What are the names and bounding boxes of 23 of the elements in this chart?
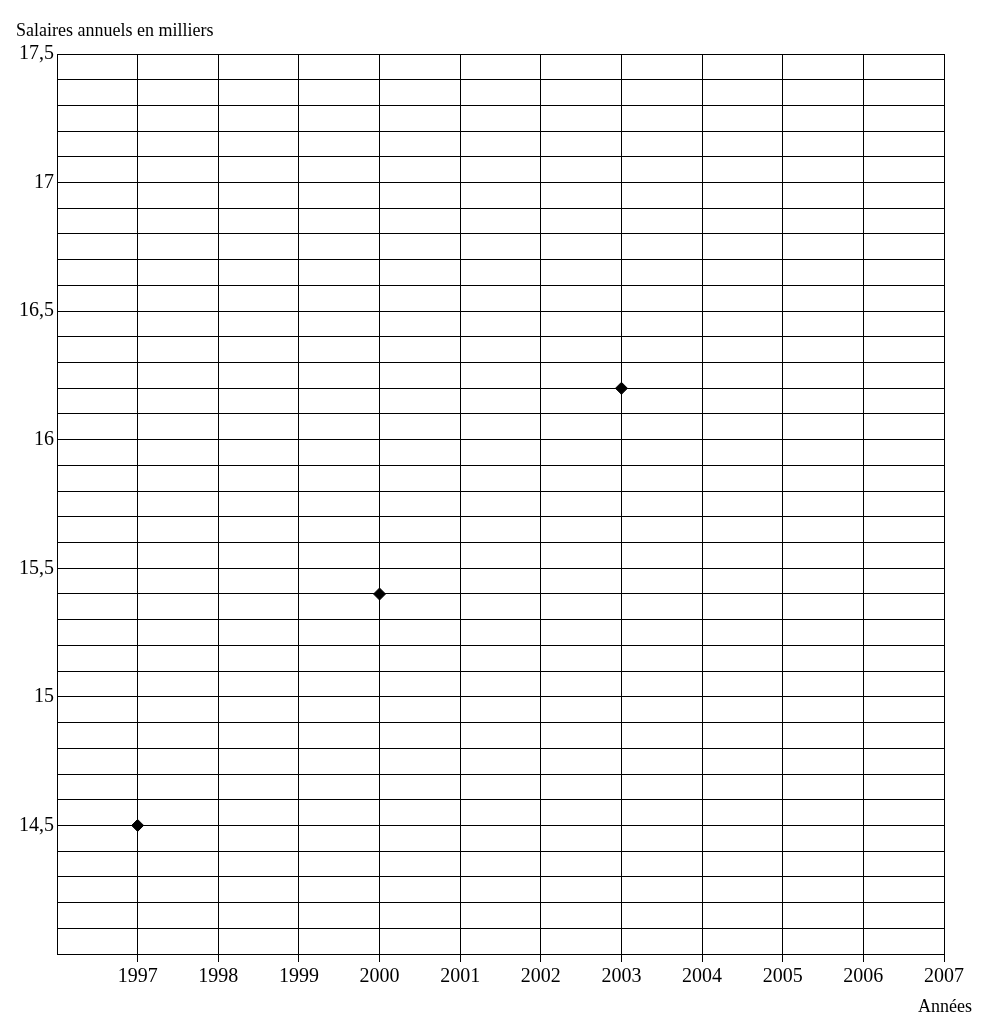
x-tick-label: 2004 <box>682 964 723 987</box>
x-tick-label: 2003 <box>601 964 642 987</box>
y-tick-label: 15 <box>34 684 54 707</box>
x-tick-label: 2007 <box>924 964 964 987</box>
y-axis-title: Salaires annuels en milliers <box>16 19 214 40</box>
y-tick-label: 16,5 <box>19 298 54 321</box>
x-tick-label: 1999 <box>278 964 319 987</box>
y-tick-label: 14,5 <box>19 812 54 835</box>
x-axis-title: Années <box>918 995 972 1016</box>
y-tick-label: 16 <box>34 426 54 449</box>
y-tick-label: 17,5 <box>19 41 54 64</box>
y-tick-label: 17 <box>34 169 54 192</box>
point <box>614 381 628 395</box>
x-tick-label: 1998 <box>198 964 239 987</box>
x-tick-label: 2000 <box>359 964 400 987</box>
x-tick-label: 1997 <box>117 964 158 987</box>
point <box>373 587 387 601</box>
x-tick-label: 2002 <box>520 964 561 987</box>
x-tick-label: 2001 <box>440 964 481 987</box>
point <box>131 818 145 832</box>
x-tick-label: 2005 <box>762 964 803 987</box>
x-tick-label: 2006 <box>843 964 884 987</box>
y-tick-label: 15,5 <box>19 555 54 578</box>
